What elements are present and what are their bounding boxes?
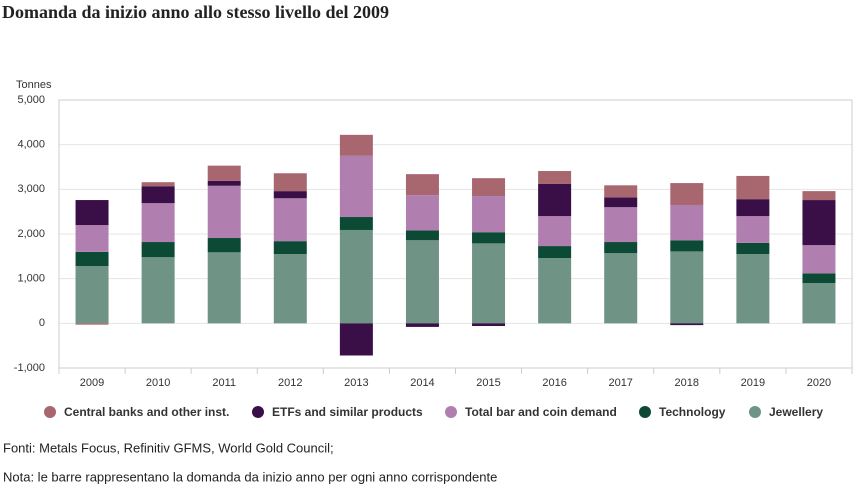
bar-segment — [802, 245, 836, 274]
bar-segment — [273, 198, 307, 242]
bar-segment — [75, 225, 109, 252]
bar-segment — [604, 185, 638, 198]
bar-segment — [472, 178, 506, 197]
legend-marker — [252, 406, 264, 418]
bar-segment — [141, 257, 175, 324]
bar-segment — [802, 200, 836, 246]
legend-marker — [749, 406, 761, 418]
bar-segment — [736, 175, 770, 200]
bar-segment — [670, 240, 704, 252]
bar-segment — [75, 200, 109, 226]
bar-segment — [405, 195, 439, 231]
chart-title: Domanda da inizio anno allo stesso livel… — [2, 2, 389, 22]
bar-segment — [75, 323, 109, 325]
y-tick-label: 1,000 — [17, 273, 45, 285]
bar-segment — [207, 252, 241, 324]
bar-segment — [538, 246, 572, 259]
bar-segment — [472, 323, 506, 327]
x-tick-label: 2016 — [542, 377, 566, 389]
x-tick-label: 2013 — [344, 377, 368, 389]
bar-segment — [405, 240, 439, 324]
x-tick-label: 2017 — [608, 377, 632, 389]
bar-segment — [670, 251, 704, 324]
y-tick-label: 0 — [39, 317, 45, 329]
bar-segment — [405, 174, 439, 196]
x-tick-label: 2020 — [807, 377, 831, 389]
bar-segment — [273, 241, 307, 255]
x-tick-label: 2015 — [476, 377, 500, 389]
bar-segment — [736, 254, 770, 324]
bar-segment — [604, 242, 638, 254]
note: Nota: le barre rappresentano la domanda … — [3, 469, 497, 484]
bar-segment — [538, 183, 572, 217]
bar-segment — [339, 217, 373, 230]
bar-segment — [802, 273, 836, 284]
bar-segment — [538, 258, 572, 324]
bar-segment — [604, 253, 638, 324]
bar-segment — [604, 207, 638, 243]
bar-segment — [207, 238, 241, 253]
legend-label: Jewellery — [769, 405, 823, 419]
bar-segment — [472, 196, 506, 233]
bar-segment — [538, 171, 572, 184]
legend-marker — [445, 406, 457, 418]
bar-segment — [670, 183, 704, 205]
bar-segment — [273, 173, 307, 192]
bar-segment — [472, 232, 506, 244]
bar-segment — [736, 199, 770, 217]
bar-segment — [670, 323, 704, 326]
bar-segment — [273, 254, 307, 324]
legend-label: Technology — [659, 405, 726, 419]
bar-segment — [339, 134, 373, 156]
legend-label: Central banks and other inst. — [64, 405, 229, 419]
bar-segment — [75, 251, 109, 267]
y-tick-label: 5,000 — [17, 94, 45, 106]
bar-segment — [538, 216, 572, 247]
legend-marker — [639, 406, 651, 418]
bar-segment — [141, 242, 175, 258]
x-tick-label: 2014 — [410, 377, 434, 389]
bar-segment — [472, 243, 506, 324]
bar-segment — [670, 204, 704, 241]
x-tick-label: 2010 — [146, 377, 170, 389]
bar-segment — [207, 185, 241, 239]
y-tick-label: 3,000 — [17, 183, 45, 195]
bar-segment — [273, 191, 307, 199]
bar-segment — [207, 165, 241, 181]
y-tick-label: -1,000 — [14, 362, 45, 374]
bar-segment — [339, 323, 373, 356]
legend-label: Total bar and coin demand — [465, 405, 617, 419]
bar-segment — [802, 191, 836, 201]
legend-marker — [44, 406, 56, 418]
bar-segment — [207, 180, 241, 186]
y-tick-label: 2,000 — [17, 228, 45, 240]
legend-label: ETFs and similar products — [272, 405, 423, 419]
bar-segment — [75, 266, 109, 324]
bar-segment — [736, 216, 770, 243]
x-tick-label: 2012 — [278, 377, 302, 389]
bar-segment — [405, 230, 439, 241]
bar-segment — [339, 229, 373, 324]
bar-segment — [604, 197, 638, 208]
x-tick-label: 2018 — [675, 377, 699, 389]
y-axis-label: Tonnes — [16, 79, 52, 91]
x-tick-label: 2019 — [741, 377, 765, 389]
bar-segment — [141, 186, 175, 204]
bar-segment — [736, 242, 770, 255]
x-tick-label: 2009 — [80, 377, 104, 389]
source: Fonti: Metals Focus, Refinitiv GFMS, Wor… — [3, 440, 334, 455]
bar-segment — [339, 155, 373, 218]
bar-segment — [802, 283, 836, 324]
bar-segment — [141, 203, 175, 243]
bar-segment — [141, 182, 175, 187]
y-tick-label: 4,000 — [17, 139, 45, 151]
x-tick-label: 2011 — [212, 377, 236, 389]
bar-segment — [405, 323, 439, 327]
